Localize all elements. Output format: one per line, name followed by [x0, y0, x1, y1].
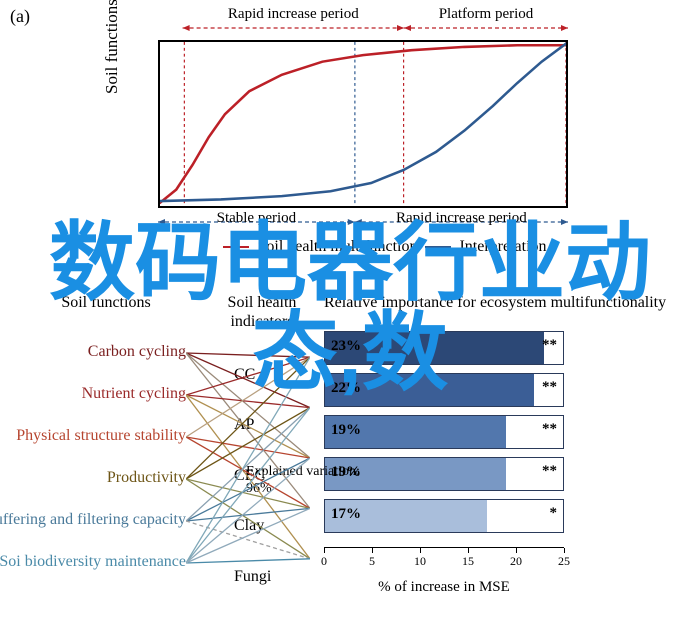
- bar-ticklabel: 0: [321, 554, 327, 569]
- legend-label: Soil health multifunction: [257, 238, 417, 256]
- bar-percent: 23%: [331, 338, 361, 355]
- indicator-item: Fungi: [212, 551, 312, 601]
- panel-label: (a): [10, 6, 30, 27]
- function-item: Buffering and filtering capacity: [0, 499, 212, 541]
- bar-significance: *: [550, 505, 558, 522]
- bar-percent: 17%: [331, 506, 361, 523]
- bar-tick: [564, 548, 565, 553]
- indicator-item: AP: [212, 400, 312, 450]
- bars-header: Relative importance for ecosystem multif…: [324, 294, 700, 313]
- indicators-header: Soil health indicators: [212, 294, 312, 332]
- bar-ticklabel: 10: [414, 554, 426, 569]
- functions-column: Soil functions Carbon cyclingNutrient cy…: [0, 290, 212, 640]
- bar-xlabel: % of increase in MSE: [324, 579, 564, 596]
- bottom-annotation: Rapid increase period: [396, 210, 527, 227]
- legend-swatch: [425, 246, 451, 248]
- bar-significance: **: [542, 379, 557, 396]
- bottom-annotation: Stable period: [217, 210, 297, 227]
- indicator-item: Clay: [212, 501, 312, 551]
- chart-ylabel: Soil functions: [102, 0, 122, 94]
- bar-significance: **: [542, 421, 557, 438]
- bar-chart-column: Relative importance for ecosystem multif…: [312, 290, 700, 640]
- indicator-item: CC: [212, 350, 312, 400]
- bar-row: 17% *: [324, 499, 564, 533]
- bar-tick: [420, 548, 421, 553]
- function-item: Soi biodiversity maintenance: [0, 541, 212, 583]
- bar-row: 22% **: [324, 373, 564, 407]
- bar-plot: 23%**22%**19%**19%**17%*: [324, 331, 564, 549]
- chart-plot-box: [158, 40, 568, 208]
- bar-significance: **: [542, 337, 557, 354]
- top-annotation: Platform period: [439, 6, 534, 23]
- function-item: Physical structure stability: [0, 415, 212, 457]
- function-item: Carbon cycling: [0, 331, 212, 373]
- bar-tick: [324, 548, 325, 553]
- explained-label: Explained variation: [246, 464, 356, 479]
- bar-percent: 19%: [331, 422, 361, 439]
- function-item: Productivity: [0, 457, 212, 499]
- bar-tick: [516, 548, 517, 553]
- explained-value: 96%: [246, 481, 272, 496]
- chart-legend: Soil health multifunction Interpretation: [180, 238, 590, 256]
- lower-panel: Soil functions Carbon cyclingNutrient cy…: [0, 290, 700, 640]
- functions-header: Soil functions: [0, 294, 212, 313]
- legend-label: Interpretation: [459, 238, 546, 256]
- bar-row: 23% **: [324, 331, 564, 365]
- bar-tick: [468, 548, 469, 553]
- bar-axis: 0510152025: [324, 547, 564, 577]
- bar-row: 19% **: [324, 415, 564, 449]
- bar-percent: 22%: [331, 380, 361, 397]
- explained-variation: Explained variation: 96%: [246, 464, 376, 498]
- bar-ticklabel: 20: [510, 554, 522, 569]
- legend-swatch: [223, 246, 249, 248]
- bar-tick: [372, 548, 373, 553]
- line-chart: Soil functions Soil health multifunction…: [120, 4, 580, 254]
- bar-ticklabel: 15: [462, 554, 474, 569]
- bar-significance: **: [542, 463, 557, 480]
- bar-ticklabel: 25: [558, 554, 570, 569]
- bar-ticklabel: 5: [369, 554, 375, 569]
- top-annotation: Rapid increase period: [228, 6, 359, 23]
- chart-svg: [160, 42, 566, 206]
- function-item: Nutrient cycling: [0, 373, 212, 415]
